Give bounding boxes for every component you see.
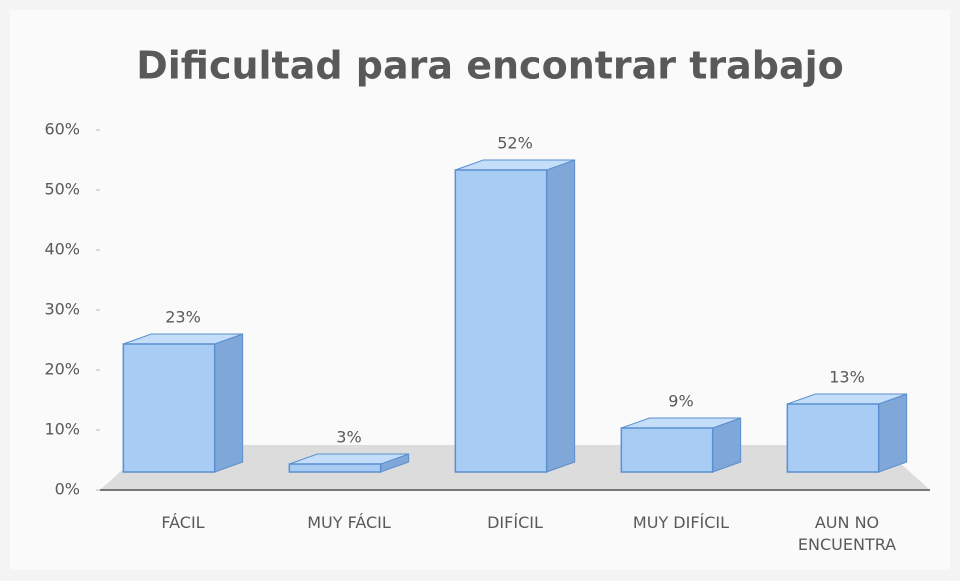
bar: [786, 393, 908, 473]
data-label: 9%: [668, 392, 693, 411]
x-tick-label: MUY DIFÍCIL: [632, 513, 730, 532]
x-tick-label: FÁCIL: [161, 513, 205, 532]
bar: [454, 159, 576, 473]
bar-front: [620, 427, 714, 473]
bar-side: [214, 333, 244, 473]
y-tick-label: 30%: [44, 300, 80, 319]
bar-front: [786, 403, 880, 473]
bar: [288, 453, 410, 473]
y-tick-label: 10%: [44, 420, 80, 439]
x-tick-label: DIFÍCIL: [487, 513, 543, 532]
bar-front: [454, 169, 548, 473]
y-tick-label: 50%: [44, 180, 80, 199]
bar: [122, 333, 244, 473]
bar-front: [122, 343, 216, 473]
data-label: 13%: [829, 368, 865, 387]
x-tick-label: AUN NO ENCUENTRA: [797, 513, 897, 554]
y-tick-label: 0%: [55, 480, 80, 499]
y-tick-label: 20%: [44, 360, 80, 379]
bar-side: [546, 159, 576, 473]
y-tick-label: 40%: [44, 240, 80, 259]
data-label: 3%: [336, 428, 361, 447]
chart-title: Dificultad para encontrar trabajo: [136, 44, 844, 88]
bar-side: [878, 393, 908, 473]
x-tick-label: MUY FÁCIL: [307, 513, 391, 532]
bar: [620, 417, 742, 473]
y-tick-label: 60%: [44, 120, 80, 139]
data-label: 52%: [497, 134, 533, 153]
data-label: 23%: [165, 308, 201, 327]
bar-front: [288, 463, 382, 473]
